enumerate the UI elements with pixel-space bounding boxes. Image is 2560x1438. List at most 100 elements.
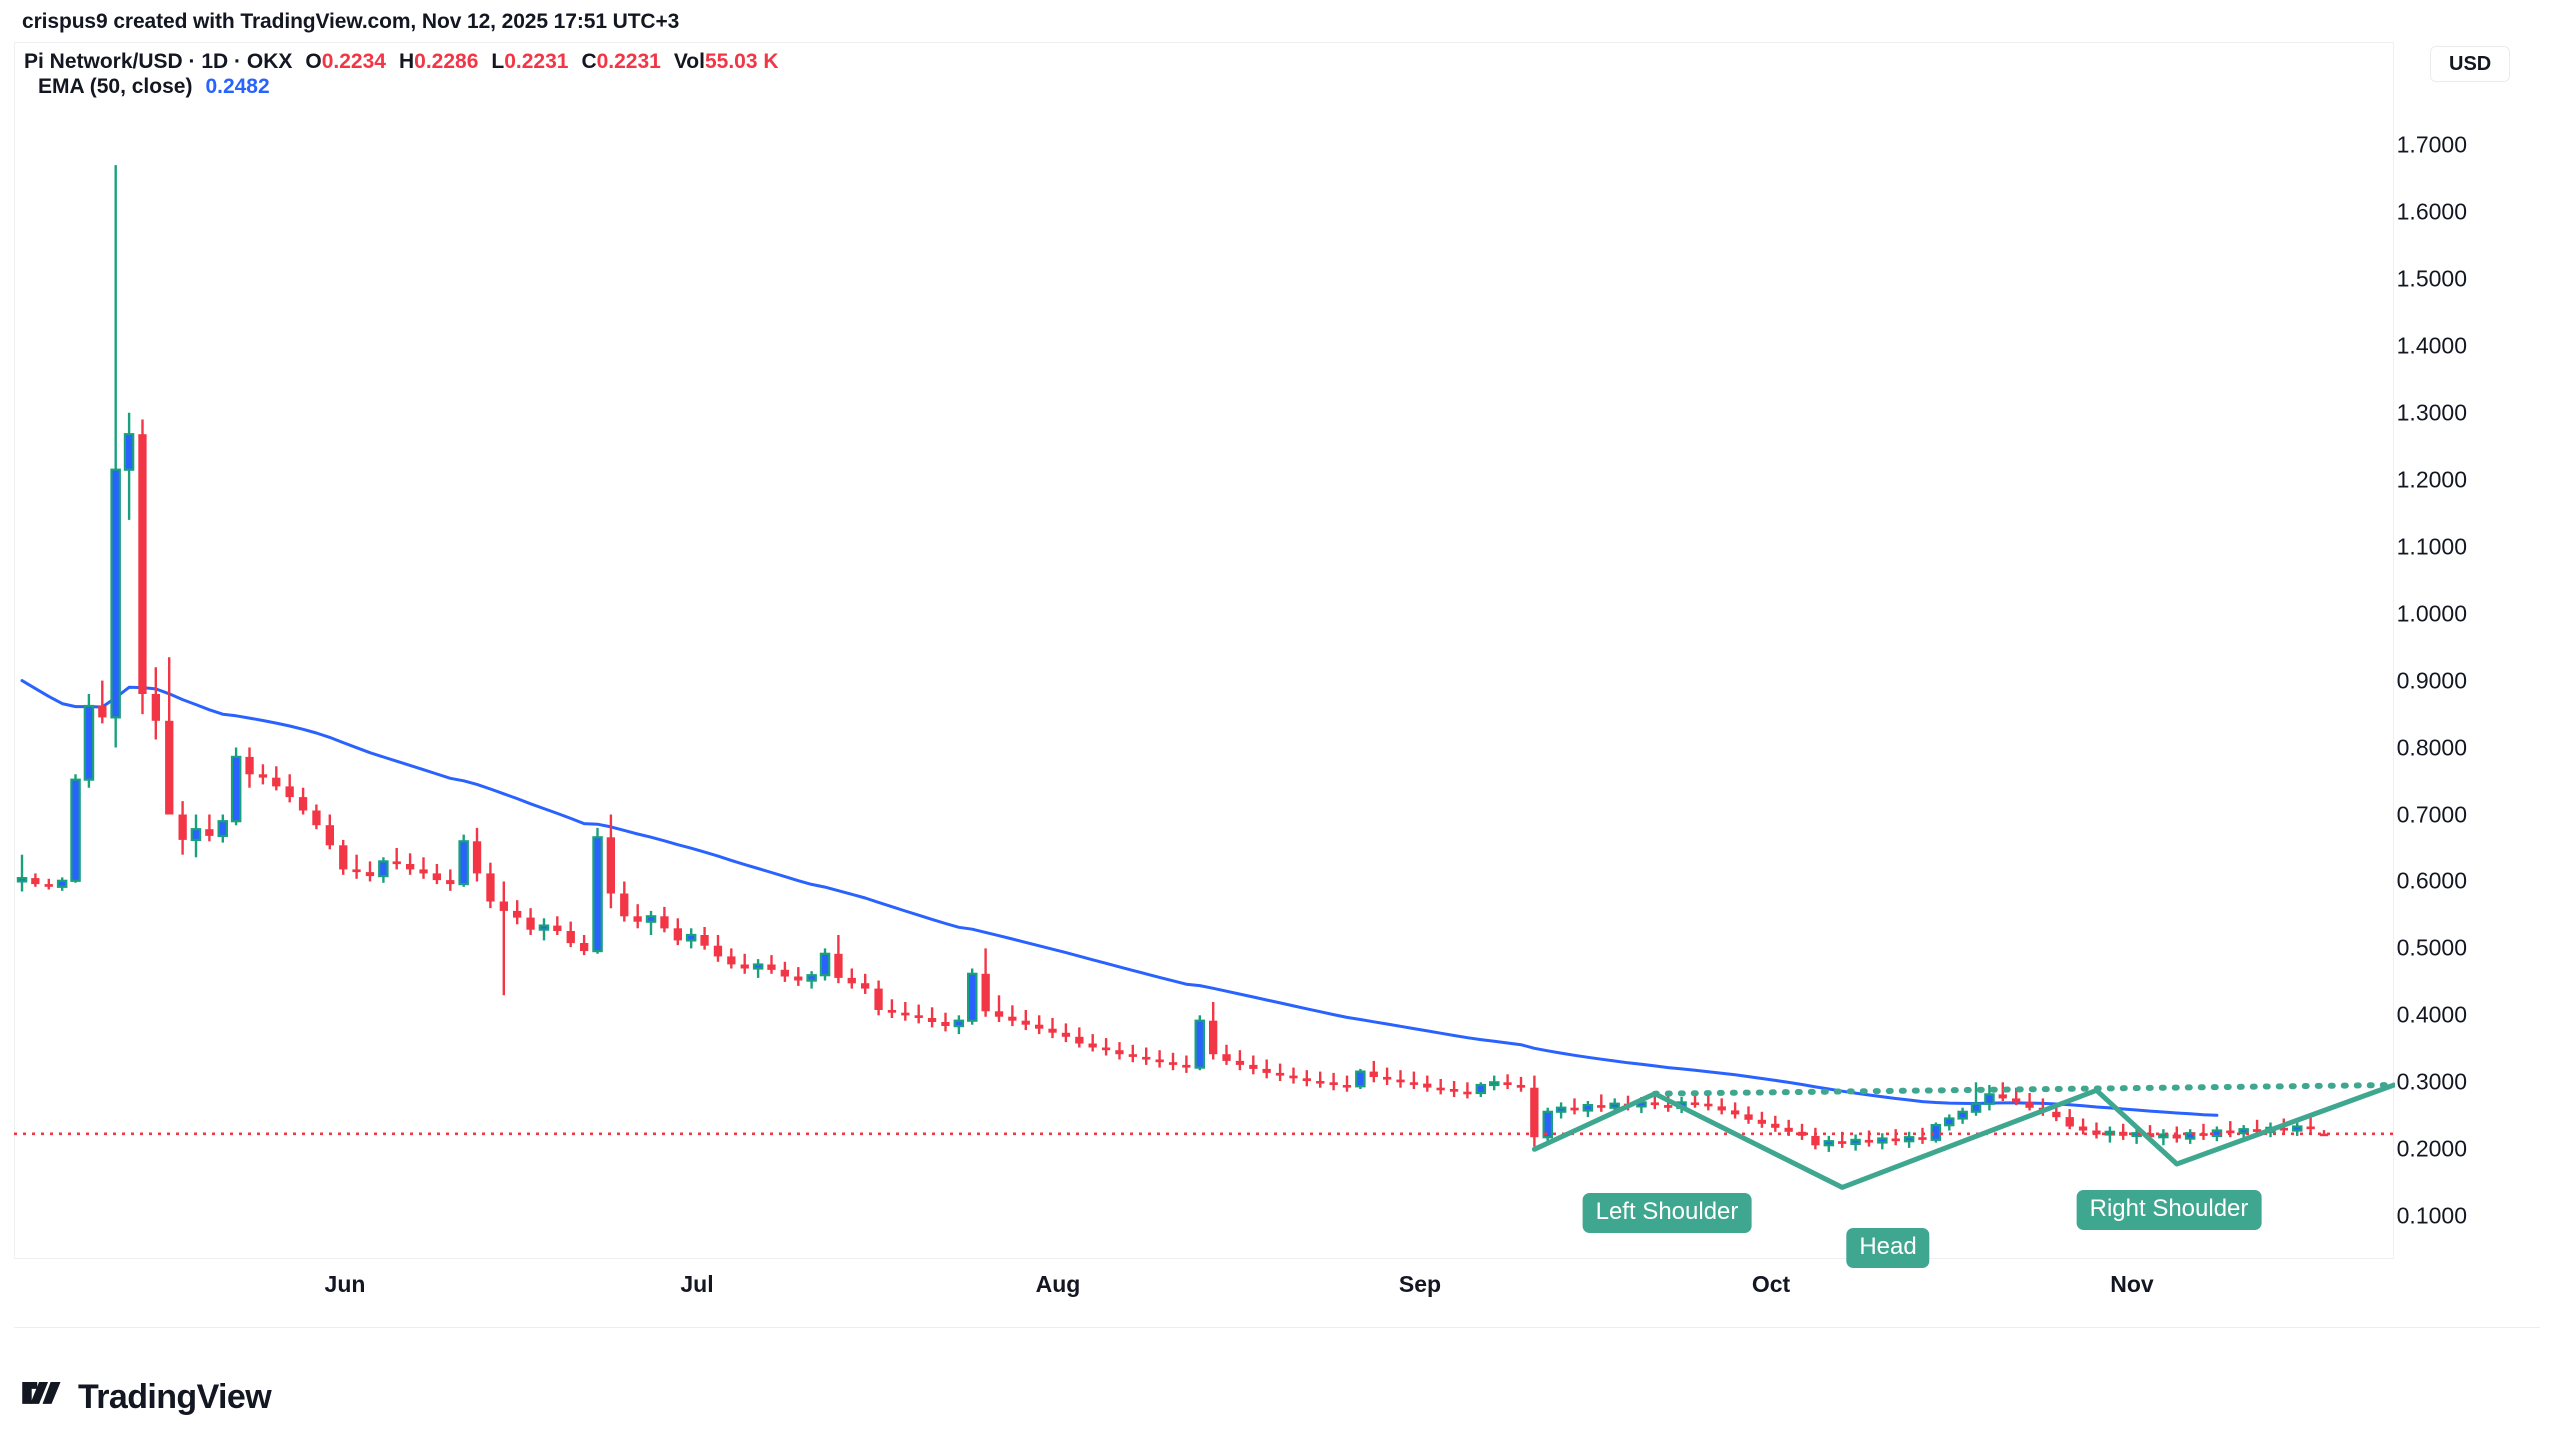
candle-body: [1075, 1036, 1084, 1044]
candle-body: [1194, 1019, 1205, 1069]
candle-body: [178, 814, 187, 840]
candle-body: [16, 876, 28, 883]
candle-body: [1289, 1075, 1298, 1079]
legend-main-row[interactable]: Pi Network/USD · 1D · OKX O0.2234 H0.2286 L…: [24, 50, 779, 75]
time-tick: Sep: [1398, 1271, 1442, 1297]
candle-body: [767, 964, 776, 970]
time-tick: Aug: [1035, 1271, 1081, 1297]
candle-body: [834, 953, 843, 978]
candle-body: [1488, 1081, 1500, 1087]
candle-body: [794, 976, 803, 981]
close-value: 0.2231: [596, 50, 661, 73]
attribution-text: crispus9 created with TradingView.com, N…: [22, 10, 680, 33]
high-label: H: [398, 50, 415, 73]
candle-body: [994, 1011, 1004, 1017]
time-tick: Jun: [324, 1271, 366, 1297]
candle-body: [419, 869, 428, 874]
time-tick: Oct: [1751, 1271, 1791, 1297]
tradingview-logo-icon: [22, 1382, 61, 1404]
candle-body: [592, 836, 603, 953]
candle-body: [2279, 1127, 2288, 1131]
candle-body: [526, 917, 535, 930]
low-value: 0.2231: [504, 50, 569, 73]
chart-legend: Pi Network/USD · 1D · OKX O0.2234 H0.2286 L…: [24, 50, 779, 100]
candle-body: [1811, 1135, 1820, 1146]
candle-body: [1864, 1139, 1874, 1143]
price-axis[interactable]: USD 1.7000 1.6000 1.5000 1.4000 1.3000 1.2000…: [2395, 42, 2560, 1259]
price-tick: 1.5000: [2396, 265, 2467, 292]
candle-body: [110, 468, 121, 719]
tradingview-wordmark: TradingView: [78, 1378, 272, 1416]
candle-body: [1329, 1082, 1338, 1085]
candle-body: [190, 828, 202, 842]
time-axis[interactable]: Jun Jul Aug Sep Oct Nov: [14, 1259, 2540, 1329]
candle-body: [1423, 1083, 1432, 1088]
candle-body: [2158, 1133, 2169, 1139]
price-tick: 0.9000: [2396, 667, 2467, 694]
candle-body: [1943, 1117, 1955, 1127]
candle-body: [2052, 1111, 2061, 1118]
annotation-head[interactable]: Head: [1846, 1228, 1930, 1268]
candle-body: [499, 901, 508, 911]
price-tick: 0.6000: [2396, 867, 2467, 894]
annotation-label-text: Left Shoulder: [1595, 1198, 1739, 1225]
candle-body: [446, 880, 455, 885]
candle-body: [1704, 1103, 1713, 1107]
candle-body: [538, 924, 550, 931]
chart-plot-area[interactable]: [14, 43, 2395, 1259]
candle-body: [217, 820, 229, 838]
ema-value: 0.2482: [205, 74, 270, 98]
candle-body: [2104, 1130, 2116, 1136]
candle-body: [1088, 1043, 1097, 1048]
candle-body: [553, 925, 562, 931]
ema-label: EMA (50, close): [38, 74, 193, 98]
annotation-left-shoulder[interactable]: Left Shoulder: [1582, 1193, 1752, 1233]
candle-body: [1823, 1140, 1835, 1147]
candle-body: [1262, 1068, 1271, 1073]
candle-body: [1530, 1087, 1539, 1138]
candle-body: [645, 915, 657, 923]
candle-body: [713, 945, 723, 957]
time-tick: Nov: [2110, 1271, 2154, 1297]
candle-body: [1930, 1123, 1942, 1141]
candle-body: [1771, 1123, 1780, 1128]
candle-body: [1503, 1082, 1512, 1085]
candle-body: [981, 973, 990, 1012]
tradingview-footer[interactable]: TradingView: [22, 1378, 272, 1416]
candle-body: [1516, 1085, 1526, 1088]
candle-body: [2025, 1102, 2034, 1108]
candle-body: [352, 869, 361, 873]
candle-body: [740, 964, 749, 969]
price-tick: 1.0000: [2396, 600, 2467, 627]
candle-body: [2092, 1130, 2101, 1135]
currency-badge[interactable]: USD: [2430, 46, 2511, 82]
annotation-right-shoulder[interactable]: Right Shoulder: [2076, 1190, 2262, 1230]
price-tick: 1.7000: [2396, 131, 2467, 158]
candle-body: [2145, 1133, 2155, 1138]
candle-body: [953, 1019, 965, 1028]
candle-body: [819, 952, 831, 977]
candle-body: [1048, 1028, 1057, 1033]
candle-body: [339, 845, 348, 870]
candle-body: [1021, 1020, 1030, 1025]
candle-body: [780, 969, 789, 977]
candle-body: [1757, 1119, 1766, 1124]
candle-body: [298, 797, 308, 811]
price-tick: 0.8000: [2396, 734, 2467, 761]
candle-body: [56, 879, 68, 888]
annotation-label-text: Head: [1859, 1233, 1917, 1260]
candle-body: [123, 433, 135, 471]
candle-body: [458, 840, 469, 886]
candle-body: [1275, 1072, 1285, 1076]
legend-ema-row[interactable]: EMA (50, close) 0.2482: [38, 75, 779, 100]
high-value: 0.2286: [414, 50, 479, 73]
candle-body: [1582, 1103, 1594, 1112]
candle-body: [1542, 1110, 1553, 1139]
candle-body: [2306, 1126, 2315, 1130]
candle-body: [1650, 1102, 1659, 1106]
candle-body: [847, 977, 856, 984]
candle-body: [1436, 1087, 1445, 1091]
candle-body: [1984, 1093, 1995, 1105]
candle-body: [1784, 1127, 1793, 1132]
